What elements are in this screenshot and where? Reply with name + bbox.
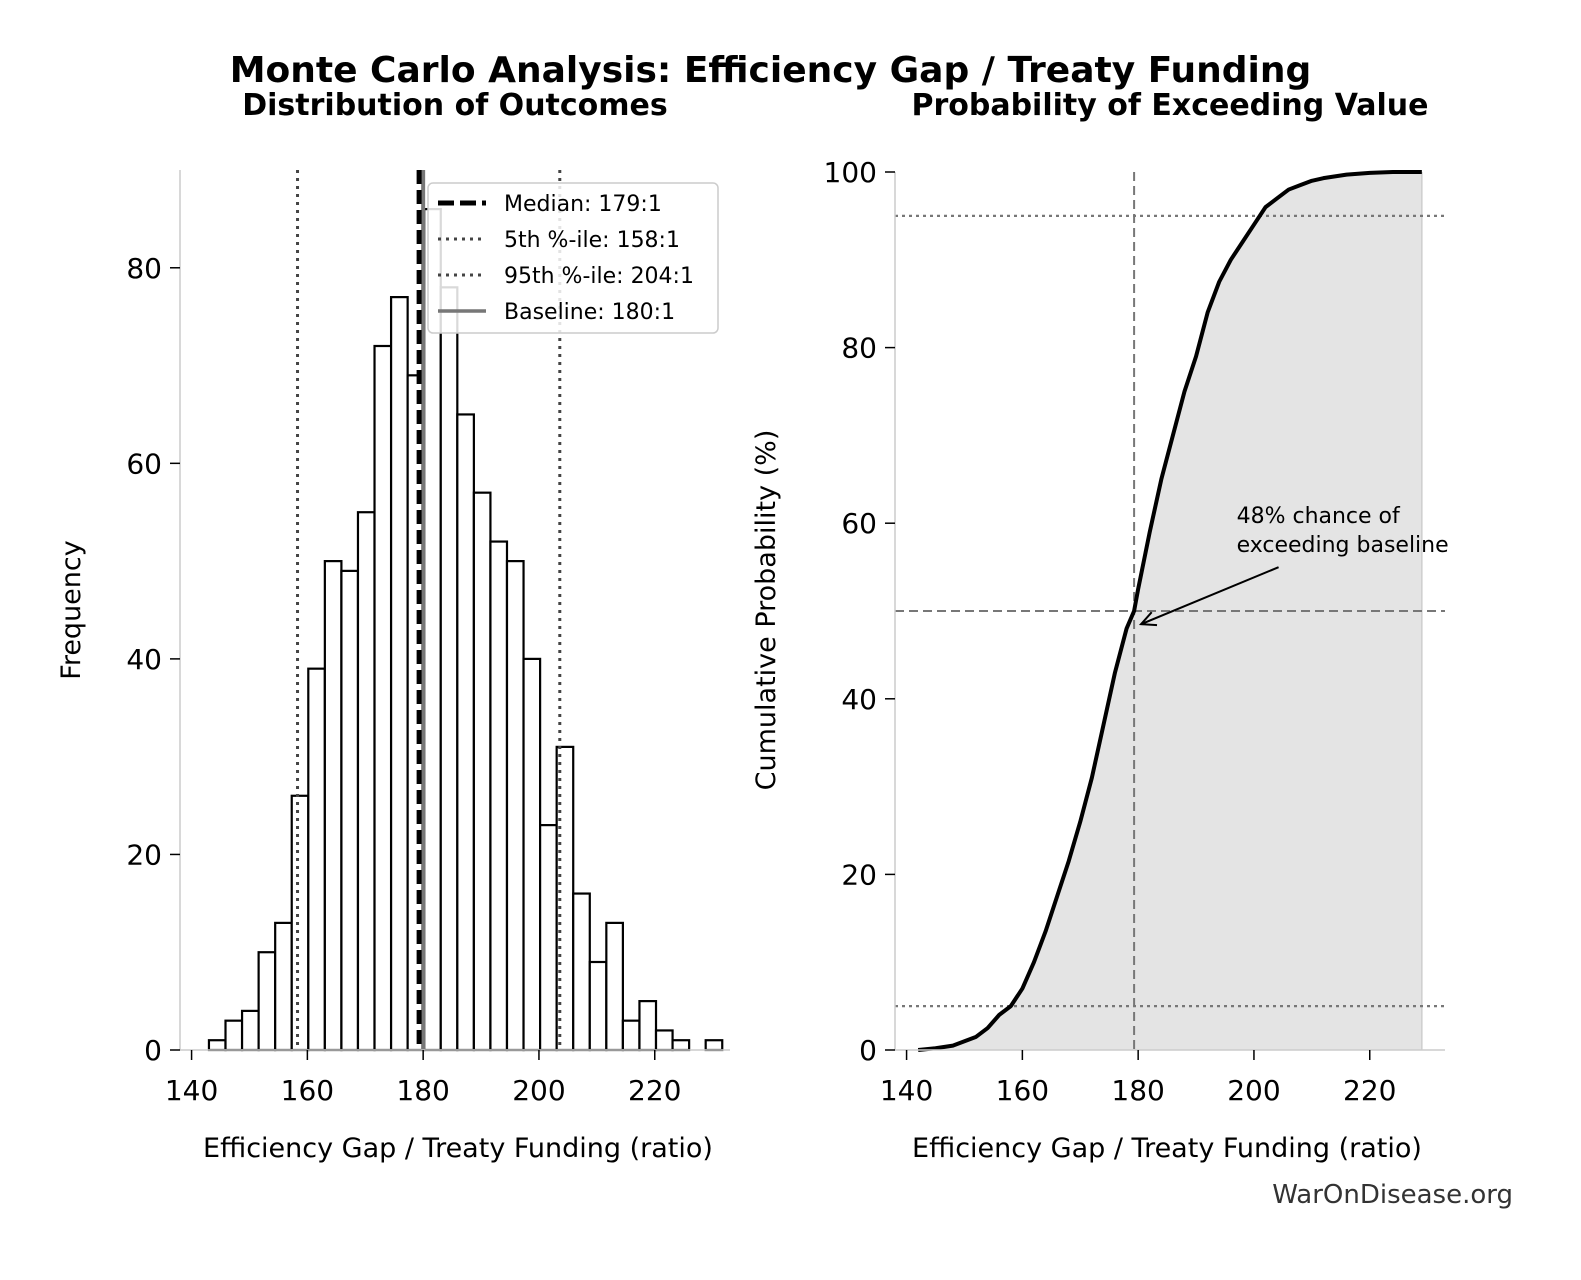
- legend-label: 95th %-ile: 204:1: [504, 264, 694, 289]
- x-tick-label: 220: [1343, 1074, 1396, 1107]
- histogram-bar: [257, 951, 277, 1052]
- y-tick-label: 100: [824, 156, 877, 189]
- histogram-bar: [373, 344, 393, 1052]
- y-axis-label: Cumulative Probability (%): [751, 430, 782, 791]
- y-tick-label: 40: [841, 683, 877, 716]
- histogram-bar: [439, 286, 459, 1052]
- histogram-bar: [456, 413, 475, 1052]
- histogram-bar: [356, 511, 376, 1052]
- x-axis-label: Efficiency Gap / Treaty Funding (ratio): [203, 1133, 713, 1164]
- histogram-bar: [489, 540, 509, 1052]
- y-tick-label: 80: [126, 252, 162, 285]
- histogram-bar: [539, 824, 558, 1052]
- annotation-text: exceeding baseline: [1237, 533, 1449, 558]
- histogram-bar: [605, 921, 624, 1052]
- cdf-panel: 0 20 40 60 80 100 140 160 180 200 220 Efficiency Ga…: [751, 156, 1449, 1164]
- x-tick-label: 200: [512, 1074, 565, 1107]
- left-panel-title: Distribution of Outcomes: [242, 88, 668, 123]
- histogram-bar: [621, 1019, 641, 1052]
- annotation-arrowhead: [1138, 611, 1158, 627]
- histogram-bar: [423, 208, 442, 1052]
- histogram-bar: [572, 892, 591, 1052]
- histogram-bar: [671, 1039, 691, 1052]
- histogram-bar: [307, 667, 326, 1052]
- histogram-bar: [340, 569, 360, 1052]
- histogram-bar: [588, 960, 608, 1052]
- x-tick-label: 220: [628, 1074, 681, 1107]
- legend-label: Median: 179:1: [504, 192, 662, 217]
- histogram-bar: [240, 1009, 260, 1052]
- y-tick-label: 0: [144, 1034, 162, 1067]
- watermark: WarOnDisease.org: [1272, 1180, 1513, 1210]
- x-tick-label: 160: [996, 1074, 1049, 1107]
- histogram-bar: [472, 491, 492, 1052]
- histogram-bar: [323, 560, 343, 1052]
- histogram-bar: [654, 1029, 674, 1052]
- y-tick-label: 80: [841, 332, 877, 365]
- y-tick-label: 20: [126, 838, 162, 871]
- histogram-bar: [274, 921, 293, 1052]
- figure-title: Monte Carlo Analysis: Efficiency Gap / T…: [229, 50, 1312, 91]
- histogram-bar: [389, 296, 409, 1052]
- x-tick-label: 160: [281, 1074, 334, 1107]
- x-tick-label: 180: [396, 1074, 449, 1107]
- legend-label: Baseline: 180:1: [504, 300, 675, 325]
- x-tick-label: 140: [165, 1074, 218, 1107]
- x-tick-label: 140: [880, 1074, 933, 1107]
- histogram-bar: [704, 1039, 724, 1052]
- x-tick-label: 180: [1111, 1074, 1164, 1107]
- annotation-arrow: [1140, 566, 1279, 626]
- annotation-text: 48% chance of: [1237, 504, 1401, 529]
- x-tick-label: 200: [1227, 1074, 1280, 1107]
- histogram-bar: [224, 1019, 244, 1052]
- y-tick-label: 60: [841, 507, 877, 540]
- histogram-bar: [505, 560, 525, 1052]
- y-tick-label: 60: [126, 447, 162, 480]
- y-tick-label: 0: [859, 1034, 877, 1067]
- x-axis-label: Efficiency Gap / Treaty Funding (ratio): [912, 1133, 1422, 1164]
- legend-box: [427, 182, 719, 334]
- histogram-bar: [290, 794, 310, 1052]
- cdf-line: [917, 170, 1422, 1052]
- right-panel-title: Probability of Exceeding Value: [911, 88, 1429, 123]
- histogram-bar: [207, 1039, 227, 1052]
- y-tick-label: 40: [126, 643, 162, 676]
- legend-label: 5th %-ile: 158:1: [504, 228, 680, 253]
- y-axis-label: Frequency: [56, 540, 87, 680]
- histogram-panel: 0 20 40 60 80 140 160 180 200 220 Efficiency Gap /…: [56, 170, 730, 1164]
- histogram-bar: [522, 657, 542, 1052]
- y-tick-label: 20: [841, 858, 877, 891]
- histogram-bar: [638, 1000, 658, 1052]
